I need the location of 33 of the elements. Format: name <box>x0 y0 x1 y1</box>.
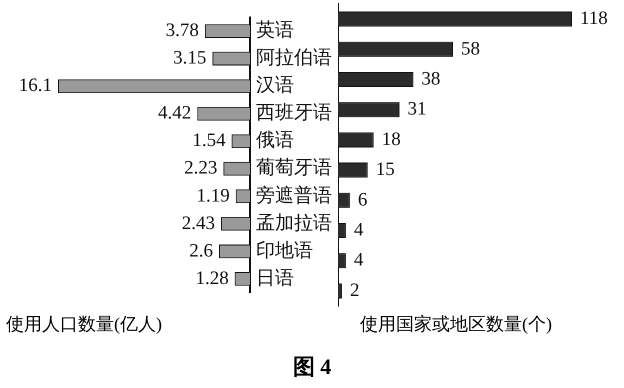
y-tick-label: 印地语 <box>256 240 313 262</box>
caption: 图 4 <box>292 353 332 381</box>
y-tick-label: 俄语 <box>256 130 294 152</box>
data-label: 118 <box>580 8 608 30</box>
y-tick-label: 西班牙语 <box>256 102 332 124</box>
data-label: 18 <box>382 128 401 150</box>
data-label: 16.1 <box>18 75 52 96</box>
data-label: 4 <box>354 219 364 240</box>
data-label: 2.43 <box>182 212 216 234</box>
y-tick-label: 旁遮普语 <box>256 184 332 206</box>
data-label: 15 <box>376 159 395 180</box>
y-tick-label: 英语 <box>256 20 294 42</box>
y-tick-label: 汉语 <box>256 75 294 96</box>
data-label: 3.15 <box>173 48 206 69</box>
data-label: 3.78 <box>166 20 199 42</box>
data-label: 2 <box>350 280 360 301</box>
data-label: 31 <box>407 98 426 120</box>
y-tick-label: 葡萄牙语 <box>256 158 332 179</box>
data-label: 58 <box>461 38 480 60</box>
data-label: 6 <box>358 189 368 210</box>
y-tick-label: 孟加拉语 <box>256 212 332 234</box>
data-label: 2.23 <box>184 158 218 179</box>
data-label: 38 <box>421 68 440 90</box>
data-label: 1.19 <box>196 185 230 206</box>
data-label: 4.42 <box>158 102 192 124</box>
y-tick-label: 阿拉伯语 <box>256 48 332 69</box>
data-label: 1.54 <box>192 130 226 152</box>
x-axis-title: 使用人口数量(亿人) <box>6 313 162 336</box>
data-label: 1.28 <box>195 268 229 289</box>
x-axis-title: 使用国家或地区数量(个) <box>360 313 552 336</box>
y-tick-label: 日语 <box>256 268 294 289</box>
data-label: 2.6 <box>189 240 213 262</box>
data-label: 4 <box>354 250 364 271</box>
